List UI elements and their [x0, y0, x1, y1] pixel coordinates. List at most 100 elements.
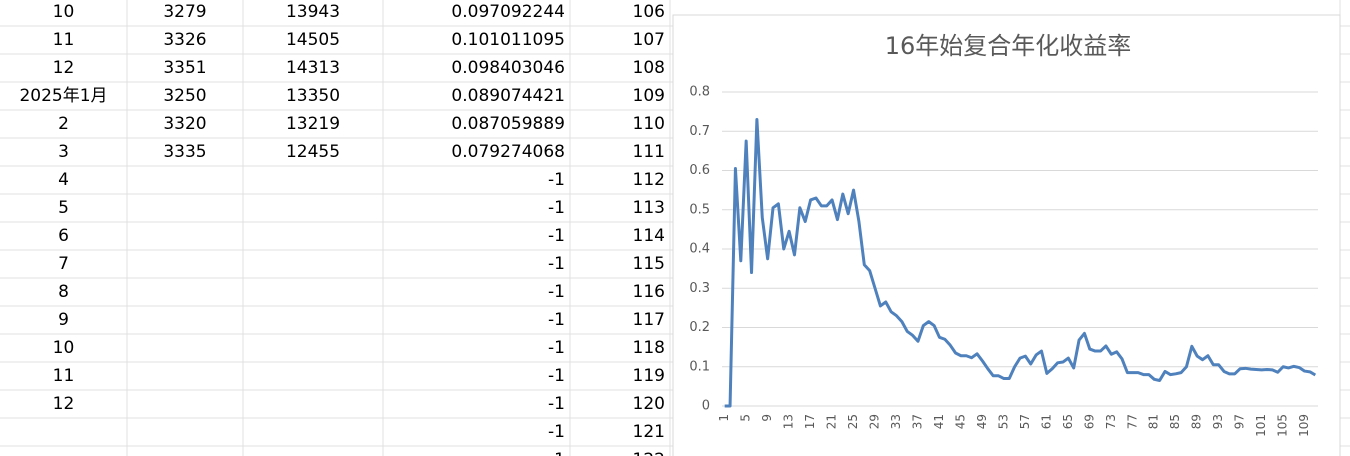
cell: -1 [548, 170, 565, 190]
cell: 109 [633, 86, 665, 106]
cell: 122 [633, 450, 665, 456]
cell: 119 [633, 366, 665, 386]
cell: 121 [633, 422, 665, 442]
x-tick-label: 101 [1254, 414, 1268, 437]
cell: -1 [548, 338, 565, 358]
cell: 113 [633, 198, 665, 218]
cell: 12 [53, 394, 75, 414]
x-tick-label: 109 [1297, 414, 1311, 437]
x-tick-label: 37 [910, 414, 924, 429]
y-tick-label: 0.1 [689, 359, 710, 374]
x-tick-label: 9 [760, 414, 774, 422]
cell: -1 [548, 254, 565, 274]
x-tick-label: 73 [1104, 414, 1118, 429]
x-tick-label: 85 [1168, 414, 1182, 429]
cell: 13219 [286, 114, 340, 134]
x-tick-label: 5 [739, 414, 753, 422]
cell: -1 [548, 282, 565, 302]
cell: 3279 [163, 2, 206, 22]
cell: -1 [548, 366, 565, 386]
cell: -1 [548, 394, 565, 414]
y-tick-label: 0.3 [689, 281, 710, 296]
cell: 3320 [163, 114, 206, 134]
cell: 8 [58, 282, 69, 302]
cell: 0.079274068 [451, 142, 565, 162]
cell: 11 [53, 366, 75, 386]
x-tick-label: 33 [889, 414, 903, 429]
x-tick-label: 61 [1039, 414, 1053, 429]
cell: 114 [633, 226, 665, 246]
cell: 0.098403046 [451, 58, 565, 78]
cell: 0.097092244 [451, 2, 565, 22]
cell: 14313 [286, 58, 340, 78]
x-tick-label: 17 [803, 414, 817, 429]
cell: 4 [58, 170, 69, 190]
cell: 0.087059889 [451, 114, 565, 134]
cell: 14505 [286, 30, 340, 50]
cell: 10 [53, 2, 75, 22]
line-series [724, 117, 1317, 408]
cell: 106 [633, 2, 665, 22]
cell: 2 [58, 114, 69, 134]
y-tick-label: 0.8 [689, 85, 710, 100]
cell: -1 [548, 310, 565, 330]
y-tick-label: 0 [702, 399, 710, 414]
cell: 3335 [163, 142, 206, 162]
cell: 3326 [163, 30, 206, 50]
cell: 11 [53, 30, 75, 50]
x-tick-label: 45 [953, 414, 967, 429]
y-tick-label: 0.5 [689, 202, 710, 217]
cell: -1 [548, 450, 565, 456]
x-tick-label: 29 [868, 414, 882, 429]
chart-title: 16年始复合年化收益率 [885, 32, 1132, 60]
cell: 5 [58, 198, 69, 218]
cell: 120 [633, 394, 665, 414]
x-tick-label: 13 [782, 414, 796, 429]
x-tick-label: 41 [932, 414, 946, 429]
y-tick-label: 0.7 [689, 124, 710, 139]
cell: 110 [633, 114, 665, 134]
cell: 117 [633, 310, 665, 330]
y-tick-label: 0.2 [689, 320, 710, 335]
x-tick-label: 93 [1211, 414, 1225, 429]
x-tick-label: 57 [1018, 414, 1032, 429]
cell: 112 [633, 170, 665, 190]
cell: 115 [633, 254, 665, 274]
cell: -1 [548, 198, 565, 218]
cell: 13943 [286, 2, 340, 22]
x-tick-label: 105 [1276, 414, 1290, 437]
x-tick-label: 1 [717, 414, 731, 422]
cell: 108 [633, 58, 665, 78]
cell: 0.089074421 [451, 86, 565, 106]
cell: 9 [58, 310, 69, 330]
x-tick-label: 25 [846, 414, 860, 429]
x-tick-label: 97 [1233, 414, 1247, 429]
x-tick-label: 49 [975, 414, 989, 429]
x-tick-label: 81 [1147, 414, 1161, 429]
cell: 6 [58, 226, 69, 246]
cell: -1 [548, 226, 565, 246]
cell: 0.101011095 [451, 30, 565, 50]
cell: 3351 [163, 58, 206, 78]
x-tick-label: 77 [1125, 414, 1139, 429]
cell: 3250 [163, 86, 206, 106]
cell: 12 [53, 58, 75, 78]
x-tick-label: 69 [1082, 414, 1096, 429]
cell: 12455 [286, 142, 340, 162]
cell: 10 [53, 338, 75, 358]
cell: -1 [548, 422, 565, 442]
x-tick-label: 21 [825, 414, 839, 429]
y-tick-label: 0.4 [689, 242, 710, 257]
cell: 7 [58, 254, 69, 274]
cell: 118 [633, 338, 665, 358]
cell: 116 [633, 282, 665, 302]
x-tick-label: 53 [996, 414, 1010, 429]
cell: 3 [58, 142, 69, 162]
x-tick-label: 89 [1190, 414, 1204, 429]
chart-area[interactable] [672, 14, 1341, 456]
cell: 2025年1月 [19, 86, 107, 106]
cell: 107 [633, 30, 665, 50]
y-tick-label: 0.6 [689, 163, 710, 178]
cell: 111 [633, 142, 665, 162]
